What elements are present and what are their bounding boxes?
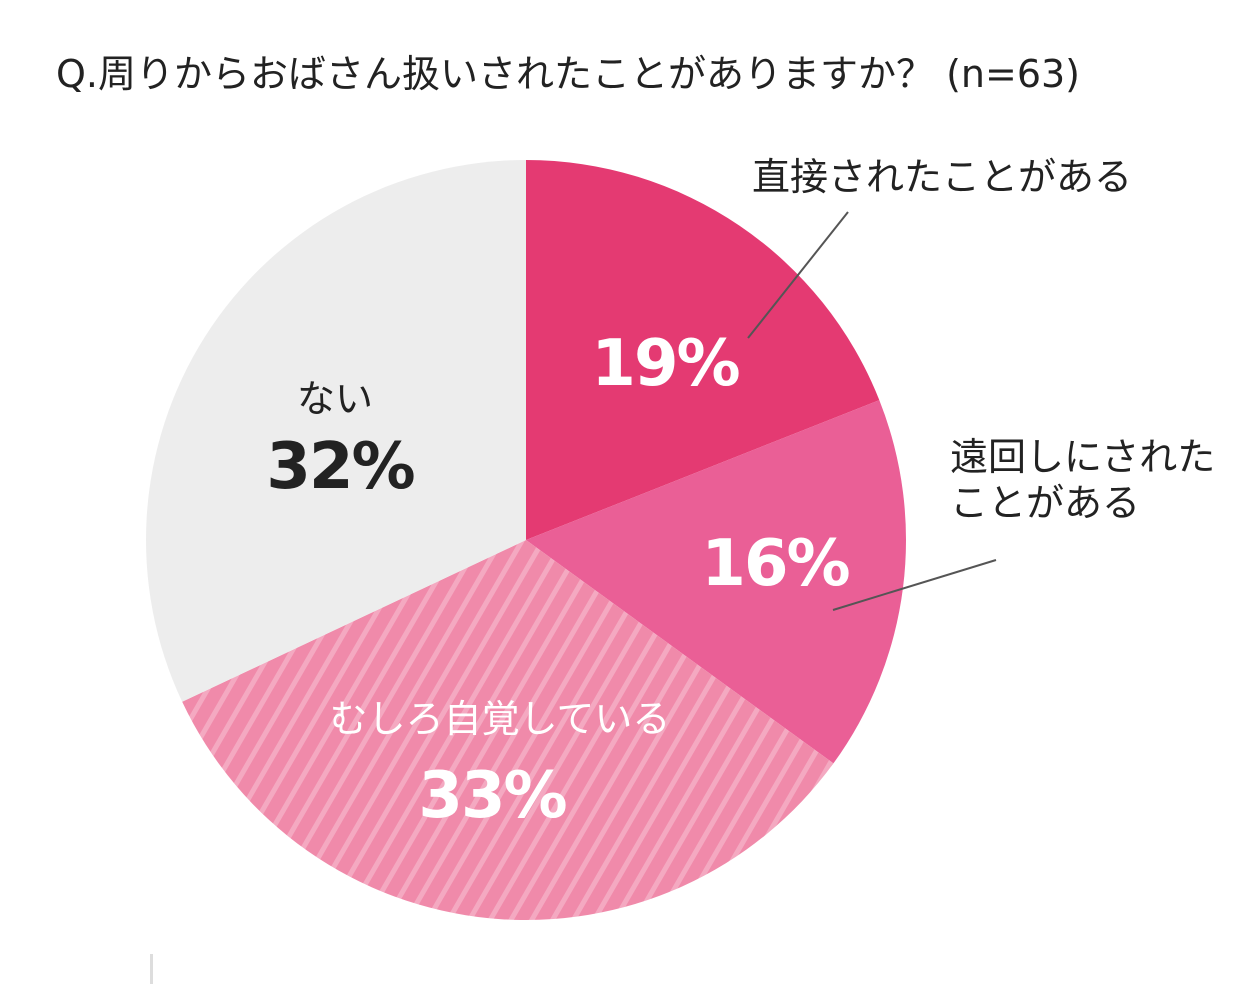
slice-category-label-line: ことがある <box>950 481 1140 525</box>
slice-category-label-3: むしろ自覚している <box>330 697 671 741</box>
divider <box>150 954 153 984</box>
pie-slice-3 <box>182 540 834 921</box>
pie-slice-1 <box>526 160 880 540</box>
pie-slice-4 <box>146 160 526 702</box>
pie-slice-2 <box>526 400 907 764</box>
slice-category-label-4: ない <box>297 377 373 421</box>
slice-category-label-line: 直接されたことがある <box>752 155 1132 199</box>
slice-value-label-3: 33% <box>418 759 566 833</box>
slice-category-label-line: むしろ自覚している <box>330 697 671 741</box>
leader-line-2 <box>832 559 997 611</box>
slice-category-label-line: 遠回しにされた <box>950 435 1215 479</box>
slice-category-label-1: 直接されたことがある <box>752 155 1132 199</box>
slice-category-label-line: ない <box>297 377 373 421</box>
slice-value-label-2: 16% <box>701 527 849 601</box>
slice-value-label-1: 19% <box>591 327 739 401</box>
slice-value-label-4: 32% <box>266 430 414 504</box>
leader-line-1 <box>747 211 849 339</box>
slice-category-label-2: 遠回しにされたことがある <box>950 435 1215 525</box>
chart-title: Q.周りからおばさん扱いされたことがありますか？ (n=63) <box>56 52 1080 96</box>
